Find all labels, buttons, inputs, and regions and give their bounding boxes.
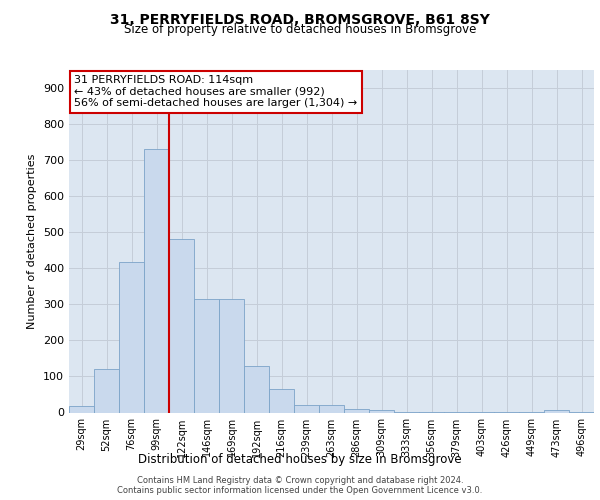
Bar xyxy=(119,262,144,412)
Text: Contains HM Land Registry data © Crown copyright and database right 2024.: Contains HM Land Registry data © Crown c… xyxy=(137,476,463,485)
Bar xyxy=(294,404,319,412)
Bar xyxy=(544,410,569,412)
Text: 31, PERRYFIELDS ROAD, BROMSGROVE, B61 8SY: 31, PERRYFIELDS ROAD, BROMSGROVE, B61 8S… xyxy=(110,12,490,26)
Bar xyxy=(269,389,294,412)
Bar xyxy=(144,150,169,412)
Bar xyxy=(344,409,369,412)
Bar xyxy=(369,410,394,412)
Bar xyxy=(169,240,194,412)
Bar xyxy=(94,368,119,412)
Bar xyxy=(194,299,219,412)
Text: 31 PERRYFIELDS ROAD: 114sqm
← 43% of detached houses are smaller (992)
56% of se: 31 PERRYFIELDS ROAD: 114sqm ← 43% of det… xyxy=(74,75,358,108)
Bar xyxy=(319,406,344,412)
Bar xyxy=(219,299,244,412)
Bar xyxy=(69,406,94,412)
Y-axis label: Number of detached properties: Number of detached properties xyxy=(28,154,37,329)
Text: Distribution of detached houses by size in Bromsgrove: Distribution of detached houses by size … xyxy=(138,452,462,466)
Text: Size of property relative to detached houses in Bromsgrove: Size of property relative to detached ho… xyxy=(124,24,476,36)
Text: Contains public sector information licensed under the Open Government Licence v3: Contains public sector information licen… xyxy=(118,486,482,495)
Bar xyxy=(244,366,269,412)
